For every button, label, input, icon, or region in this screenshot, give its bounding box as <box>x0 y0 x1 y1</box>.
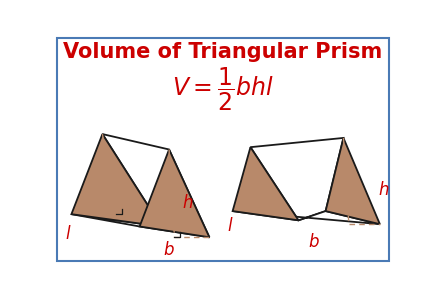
Text: $h$: $h$ <box>181 194 193 213</box>
Text: $b$: $b$ <box>307 233 319 251</box>
Polygon shape <box>325 138 379 224</box>
Text: $h$: $h$ <box>377 181 388 199</box>
Polygon shape <box>232 147 298 220</box>
Polygon shape <box>232 211 379 224</box>
Text: $\mathit{V}=\dfrac{1}{2}\mathit{bhl}$: $\mathit{V}=\dfrac{1}{2}\mathit{bhl}$ <box>171 66 273 113</box>
FancyBboxPatch shape <box>56 38 388 261</box>
Polygon shape <box>71 134 161 226</box>
Polygon shape <box>102 134 209 237</box>
Text: Volume of Triangular Prism: Volume of Triangular Prism <box>63 42 381 62</box>
Polygon shape <box>71 214 209 237</box>
Polygon shape <box>250 138 343 220</box>
Text: $l$: $l$ <box>65 225 72 243</box>
Text: $l$: $l$ <box>227 218 233 236</box>
Text: $b$: $b$ <box>163 241 174 259</box>
Polygon shape <box>139 149 209 237</box>
